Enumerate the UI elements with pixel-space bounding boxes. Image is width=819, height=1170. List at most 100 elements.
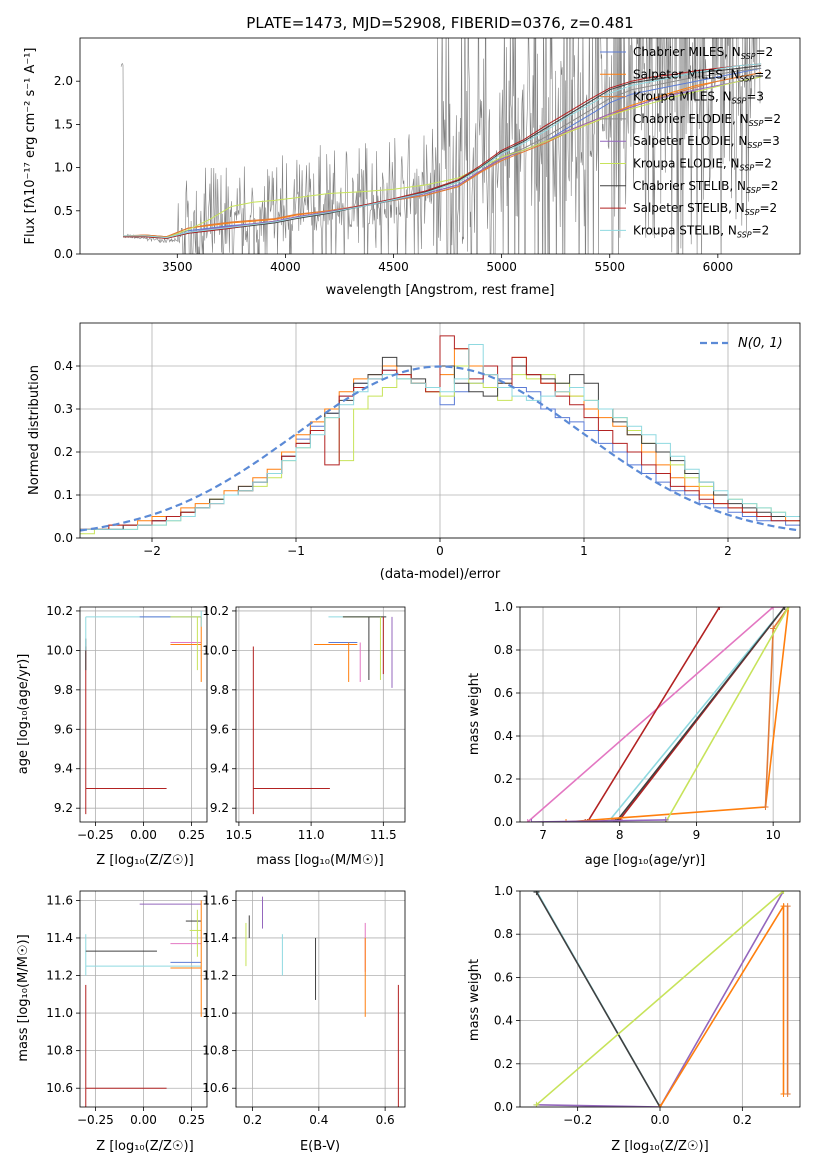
age-vs-Z-axes: −0.25 0.00 0.25 9.2 9.4 9.6 9.8 10.0 10.2 (46, 604, 208, 842)
mass-vs-Z-xtick-label: 0.00 (130, 1113, 157, 1127)
weight-vs-age-line-3 (615, 607, 786, 822)
spectrum-xtick-label: 5000 (486, 260, 517, 274)
weight-vs-age-ytick-label: 0.2 (494, 772, 513, 786)
age-vs-Z-xtick-label: −0.25 (77, 828, 114, 842)
age-vs-Z-ytick-label: 10.2 (46, 604, 73, 618)
residuals-gaussian-line (80, 365, 800, 532)
mass-vs-Z-ytick-label: 10.8 (46, 1044, 73, 1058)
weight-vs-Z-ytick-label: 0.4 (494, 1014, 513, 1028)
spectrum-legend-label-5: Kroupa ELODIE, NSSP=2 (633, 157, 772, 173)
age-z-ylabel: age [log₁₀(age/yr)] (16, 654, 31, 775)
spectrum-legend-label-2: Kroupa MILES, NSSP=3 (633, 90, 764, 106)
residuals-xtick-label: 0 (436, 544, 444, 558)
weight-z-ylabel: mass weight (467, 959, 482, 1041)
mass-vs-EBV-xtick-label: 0.6 (376, 1113, 395, 1127)
spectrum-legend-label-7: Salpeter STELIB, NSSP=2 (633, 201, 777, 217)
spectrum-xtick-label: 3500 (162, 260, 193, 274)
weight-vs-age-xtick-label: 8 (616, 828, 624, 842)
residuals-xtick-label: −1 (287, 544, 305, 558)
weight-vs-Z-line-1 (535, 891, 661, 1107)
age-vs-Z-ytick-label: 9.2 (54, 801, 73, 815)
age-vs-mass-xtick-label: 11.0 (298, 828, 325, 842)
mass-vs-Z-ytick-label: 11.4 (46, 931, 73, 945)
mass-vs-Z-ytick-label: 11.2 (46, 969, 73, 983)
spectrum-model-line-7 (123, 63, 762, 239)
age-vs-Z-plot-area (85, 610, 202, 815)
age-vs-Z-ytick-label: 10.0 (46, 643, 73, 657)
weight-vs-age-axes: 7 8 9 10 0.0 0.2 0.4 0.6 0.8 1.0 (494, 600, 801, 842)
spectrum-plot-area (120, 38, 762, 254)
spectrum-model-line-4 (123, 76, 762, 239)
age-vs-mass-axes: 10.5 11.0 11.5 9.2 9.4 9.6 9.8 10.0 10.2 (202, 604, 406, 842)
weight-vs-age-xtick-label: 9 (693, 828, 701, 842)
weight-age-xlabel: age [log₁₀(age/yr)] (585, 853, 706, 868)
residuals-ylabel: Normed distribution (27, 365, 42, 495)
spectrum-ylabel: Flux [fλ10⁻¹⁷ erg cm⁻² s⁻¹ A⁻¹] (23, 48, 38, 245)
weight-vs-age-line-7 (665, 607, 790, 822)
spectrum-frame (79, 37, 801, 255)
weight-vs-age-frame (519, 606, 801, 823)
weight-vs-age-marker-5-0 (563, 819, 570, 822)
weight-vs-Z-marker-3-1 (780, 891, 787, 894)
age-vs-Z-ytick-label: 9.8 (54, 683, 73, 697)
weight-vs-age-marker-6-0 (762, 803, 769, 810)
residuals-axes: −2 −1 0 1 2 0.0 0.1 0.2 0.3 0.4 N(0, 1) (54, 322, 801, 558)
mass-vs-EBV-frame (235, 890, 406, 1108)
mass-z-xlabel: Z [log₁₀(Z/Z☉)] (96, 1139, 193, 1154)
age-vs-mass-ytick-label: 10.2 (202, 604, 229, 618)
weight-vs-age-ytick-label: 0.0 (494, 815, 513, 829)
age-vs-mass-frame (235, 606, 406, 823)
mass-vs-Z-frame (79, 890, 208, 1108)
mass-vs-Z-ytick-label: 11.0 (46, 1006, 73, 1020)
weight-vs-age-ytick-label: 0.8 (494, 643, 513, 657)
residuals-xtick-label: −2 (143, 544, 161, 558)
residuals-xtick-label: 1 (580, 544, 588, 558)
weight-vs-age-marker-4-1 (716, 607, 723, 610)
residuals-ytick-label: 0.0 (54, 531, 73, 545)
mass-vs-Z-plot-area (85, 900, 202, 1107)
residuals-histogram-5 (80, 344, 800, 538)
mass-vs-EBV-xtick-label: 0.2 (243, 1113, 262, 1127)
spectrum-legend-label-1: Salpeter MILES, NSSP=2 (633, 67, 772, 83)
weight-vs-age-marker-7-1 (785, 607, 792, 610)
spectrum-xtick-label: 5500 (594, 260, 625, 274)
weight-vs-age-marker-3-1 (781, 607, 788, 610)
weight-vs-Z-marker-1-0 (533, 891, 540, 896)
residuals-legend-label: N(0, 1) (738, 336, 783, 351)
spectrum-ytick-label: 1.5 (54, 117, 73, 131)
age-vs-mass-xtick-label: 10.5 (226, 828, 253, 842)
mass-vs-EBV-ytick-label: 11.6 (202, 893, 229, 907)
weight-vs-age-line-0 (527, 607, 785, 822)
age-vs-Z-ytick-label: 9.6 (54, 722, 73, 736)
mass-vs-Z-xtick-label: −0.25 (77, 1113, 114, 1127)
age-vs-Z-xtick-label: 0.25 (178, 828, 205, 842)
weight-vs-Z-ytick-label: 0.2 (494, 1057, 513, 1071)
weight-vs-age-ytick-label: 1.0 (494, 600, 513, 614)
mass-ebv-xlabel: E(B-V) (300, 1139, 340, 1154)
weight-vs-Z-frame (519, 890, 801, 1108)
spectrum-ytick-label: 0.5 (54, 204, 73, 218)
age-vs-mass-ytick-label: 9.8 (210, 683, 229, 697)
mass-z-ylabel: mass [log₁₀(M/M☉)] (16, 934, 31, 1061)
age-vs-mass-plot-area (252, 616, 393, 815)
age-vs-mass-ytick-label: 9.4 (210, 762, 229, 776)
weight-vs-age-line-4 (586, 607, 721, 822)
residuals-ytick-label: 0.2 (54, 445, 73, 459)
mass-vs-Z-ytick-label: 11.6 (46, 893, 73, 907)
spectrum-xtick-label: 6000 (703, 260, 734, 274)
mass-vs-EBV-ytick-label: 10.8 (202, 1044, 229, 1058)
mass-vs-EBV-ytick-label: 10.6 (202, 1081, 229, 1095)
weight-vs-age-marker-6-1 (770, 625, 777, 632)
spectrum-legend-label-6: Chabrier STELIB, NSSP=2 (633, 179, 778, 195)
spectrum-legend-label-4: Salpeter ELODIE, NSSP=3 (633, 134, 780, 150)
residuals-xtick-label: 2 (724, 544, 732, 558)
weight-vs-Z-line-4 (659, 903, 785, 1107)
weight-vs-age-ytick-label: 0.4 (494, 729, 513, 743)
mass-vs-EBV-axes: 0.2 0.4 0.6 10.6 10.8 11.0 11.2 11.4 11.6 (202, 890, 406, 1127)
residuals-xlabel: (data-model)/error (380, 567, 501, 582)
residuals-ytick-label: 0.1 (54, 488, 73, 502)
age-vs-mass-xtick-label: 11.5 (370, 828, 397, 842)
spectrum-legend-label-0: Chabrier MILES, NSSP=2 (633, 45, 773, 61)
age-mass-xlabel: mass [log₁₀(M/M☉)] (256, 853, 383, 868)
residuals-ytick-label: 0.4 (54, 359, 73, 373)
